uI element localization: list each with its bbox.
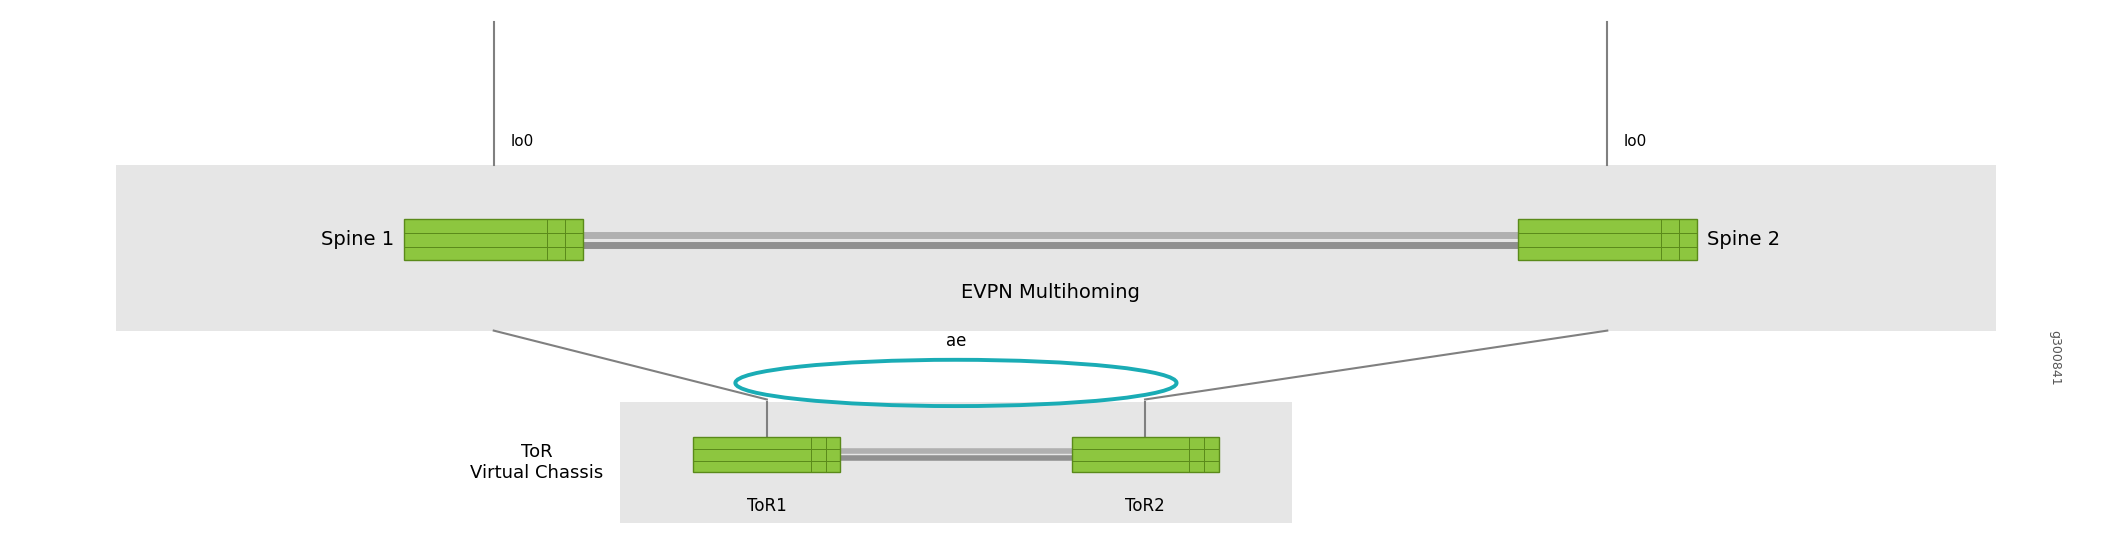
Text: ToR2: ToR2 <box>1126 497 1164 515</box>
Text: ToR1: ToR1 <box>748 497 786 515</box>
Bar <box>403 219 582 261</box>
Bar <box>693 436 840 473</box>
Text: Spine 2: Spine 2 <box>1706 230 1780 249</box>
Text: EVPN Multihoming: EVPN Multihoming <box>960 283 1141 301</box>
Bar <box>620 402 1292 523</box>
Bar <box>1517 219 1696 261</box>
Text: ae: ae <box>945 332 966 350</box>
Text: lo0: lo0 <box>511 134 534 149</box>
Text: Spine 1: Spine 1 <box>321 230 393 249</box>
Bar <box>116 165 1996 331</box>
Bar <box>1072 436 1219 473</box>
Text: lo0: lo0 <box>1624 134 1647 149</box>
Text: ToR
Virtual Chassis: ToR Virtual Chassis <box>471 444 603 482</box>
Text: g300841: g300841 <box>2048 331 2061 386</box>
